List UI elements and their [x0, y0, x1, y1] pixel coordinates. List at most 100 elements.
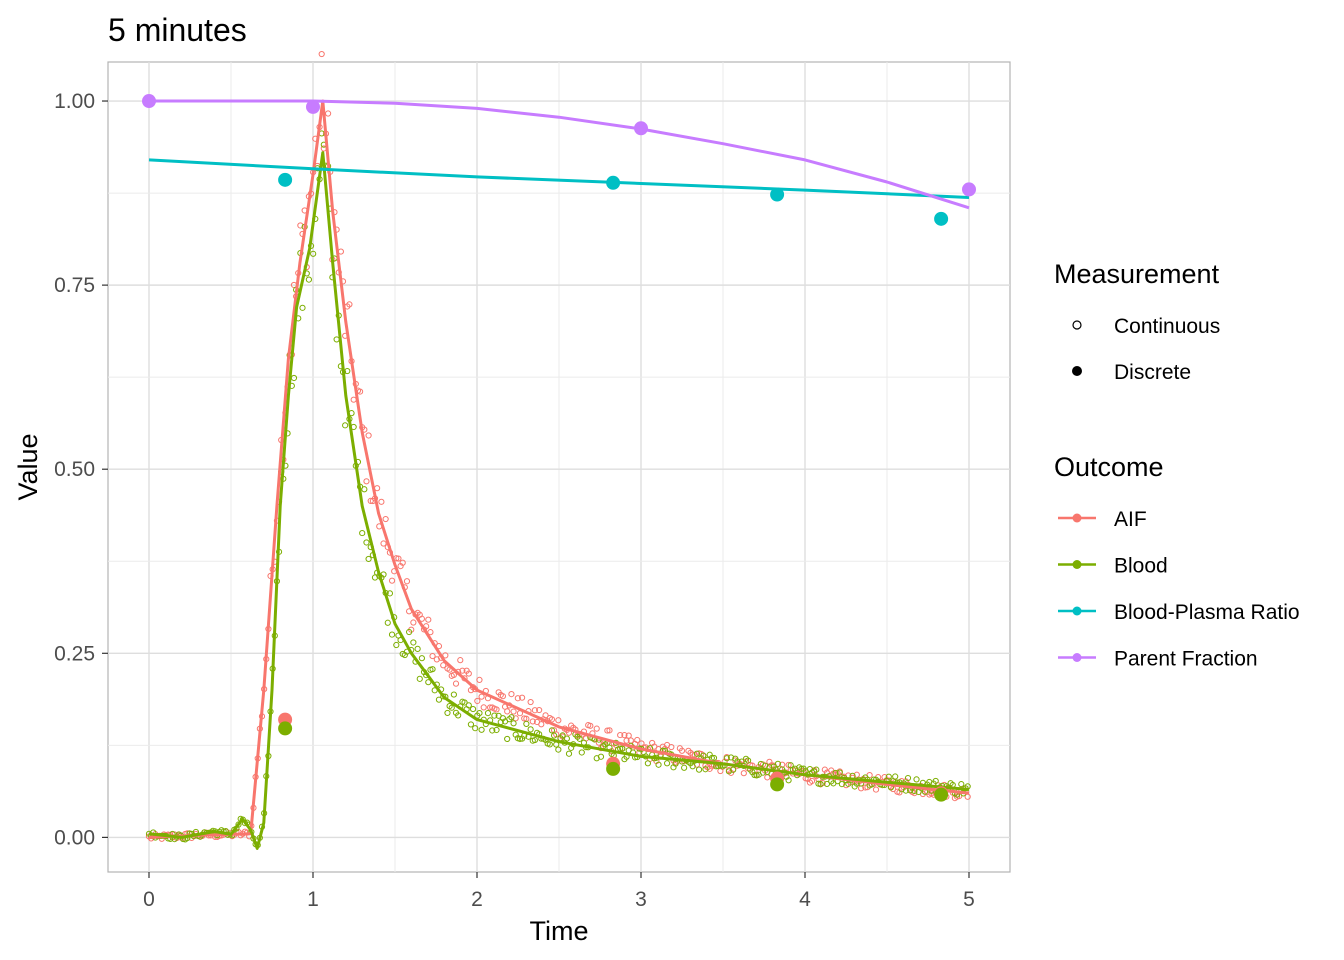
- continuous-point: [472, 725, 479, 732]
- y-tick-label: 0.25: [54, 642, 95, 665]
- continuous-point: [318, 50, 325, 58]
- continuous-point: [548, 716, 556, 723]
- legend-open-circle-key: [1072, 320, 1082, 330]
- continuous-point: [406, 628, 413, 636]
- y-tick-label: 0.50: [54, 458, 95, 481]
- continuous-point: [536, 706, 543, 714]
- legend-filled-circle-key: [1072, 366, 1082, 376]
- continuous-point: [563, 735, 570, 742]
- continuous-point: [508, 691, 515, 698]
- continuous-point: [465, 670, 472, 677]
- continuous-point: [791, 765, 799, 772]
- continuous-point: [815, 780, 822, 787]
- continuous-point: [668, 743, 675, 751]
- continuous-point: [902, 787, 909, 794]
- continuous-point: [418, 655, 425, 662]
- fit-line: [148, 151, 970, 850]
- legend-measurement: Continuous Discrete: [1072, 315, 1220, 384]
- continuous-point: [499, 693, 507, 700]
- legend-outcome-label: Blood-Plasma Ratio: [1114, 601, 1300, 624]
- continuous-point: [521, 715, 528, 722]
- continuous-point: [450, 671, 457, 678]
- discrete-point: [142, 94, 156, 109]
- continuous-point: [395, 555, 402, 562]
- continuous-point: [593, 725, 600, 732]
- continuous-point: [576, 735, 583, 742]
- continuous-point: [444, 709, 451, 717]
- continuous-point: [457, 657, 464, 664]
- continuous-point: [346, 301, 353, 308]
- y-tick-label: 1.00: [54, 90, 95, 113]
- continuous-point: [442, 652, 449, 659]
- discrete-points: [142, 94, 976, 802]
- y-tick-label: 0.00: [54, 826, 95, 849]
- continuous-point: [378, 498, 385, 505]
- continuous-point: [885, 773, 892, 780]
- continuous-point: [597, 753, 605, 760]
- x-tick-label: 4: [799, 888, 811, 911]
- legend-outcome-label: Parent Fraction: [1114, 648, 1258, 671]
- continuous-point: [393, 641, 400, 649]
- legend-outcome-label: AIF: [1114, 508, 1147, 531]
- legend-outcome: AIF Blood Blood-Plasma Ratio Parent Fractio…: [1058, 508, 1300, 671]
- continuous-point: [853, 771, 860, 778]
- continuous-point: [297, 222, 304, 229]
- legend-outcome-label: Blood: [1114, 555, 1168, 578]
- fit-line: [148, 99, 970, 839]
- continuous-point: [872, 786, 880, 793]
- continuous-point: [429, 652, 436, 660]
- continuous-point: [493, 706, 500, 713]
- continuous-point: [516, 735, 524, 743]
- continuous-point: [504, 735, 511, 743]
- continuous-point: [838, 781, 846, 788]
- continuous-point: [489, 727, 496, 734]
- continuous-point: [384, 619, 391, 626]
- continuous-point: [604, 727, 611, 734]
- continuous-point: [550, 732, 558, 739]
- continuous-point: [361, 486, 368, 493]
- legend-measurement-label: Continuous: [1114, 315, 1220, 338]
- continuous-point: [892, 773, 899, 780]
- continuous-point: [299, 304, 306, 311]
- continuous-point: [785, 761, 792, 769]
- continuous-point: [527, 726, 534, 733]
- x-axis: 0 1 2 3 4 5: [143, 872, 975, 911]
- continuous-point: [710, 754, 718, 762]
- continuous-point: [623, 737, 630, 744]
- continuous-point: [469, 705, 477, 713]
- continuous-point: [740, 770, 747, 777]
- continuous-point: [388, 577, 396, 584]
- continuous-point: [555, 746, 562, 753]
- continuous-point: [510, 708, 517, 715]
- continuous-point: [529, 718, 536, 725]
- continuous-point: [510, 720, 517, 727]
- continuous-point: [958, 781, 965, 788]
- continuous-point: [461, 699, 468, 706]
- x-tick-label: 2: [471, 888, 483, 911]
- discrete-point: [962, 182, 976, 197]
- continuous-point: [911, 789, 918, 797]
- continuous-point: [695, 766, 703, 773]
- continuous-point: [531, 707, 538, 714]
- legend-dot-key: [1072, 653, 1082, 662]
- continuous-point: [744, 757, 752, 764]
- continuous-point: [913, 776, 920, 783]
- continuous-point: [403, 578, 411, 585]
- continuous-point: [493, 726, 500, 734]
- continuous-point: [904, 774, 912, 782]
- continuous-point: [817, 780, 824, 788]
- continuous-point: [363, 539, 370, 546]
- continuous-point: [504, 708, 511, 715]
- continuous-point: [450, 691, 457, 698]
- continuous-point: [365, 432, 372, 439]
- continuous-point: [700, 752, 707, 759]
- continuous-point: [416, 675, 423, 682]
- fit-line: [149, 99, 970, 210]
- continuous-point: [435, 696, 443, 703]
- continuous-point: [484, 709, 492, 717]
- continuous-point: [678, 747, 686, 754]
- continuous-point: [542, 712, 549, 719]
- continuous-point: [414, 645, 421, 652]
- fit-line: [148, 158, 970, 199]
